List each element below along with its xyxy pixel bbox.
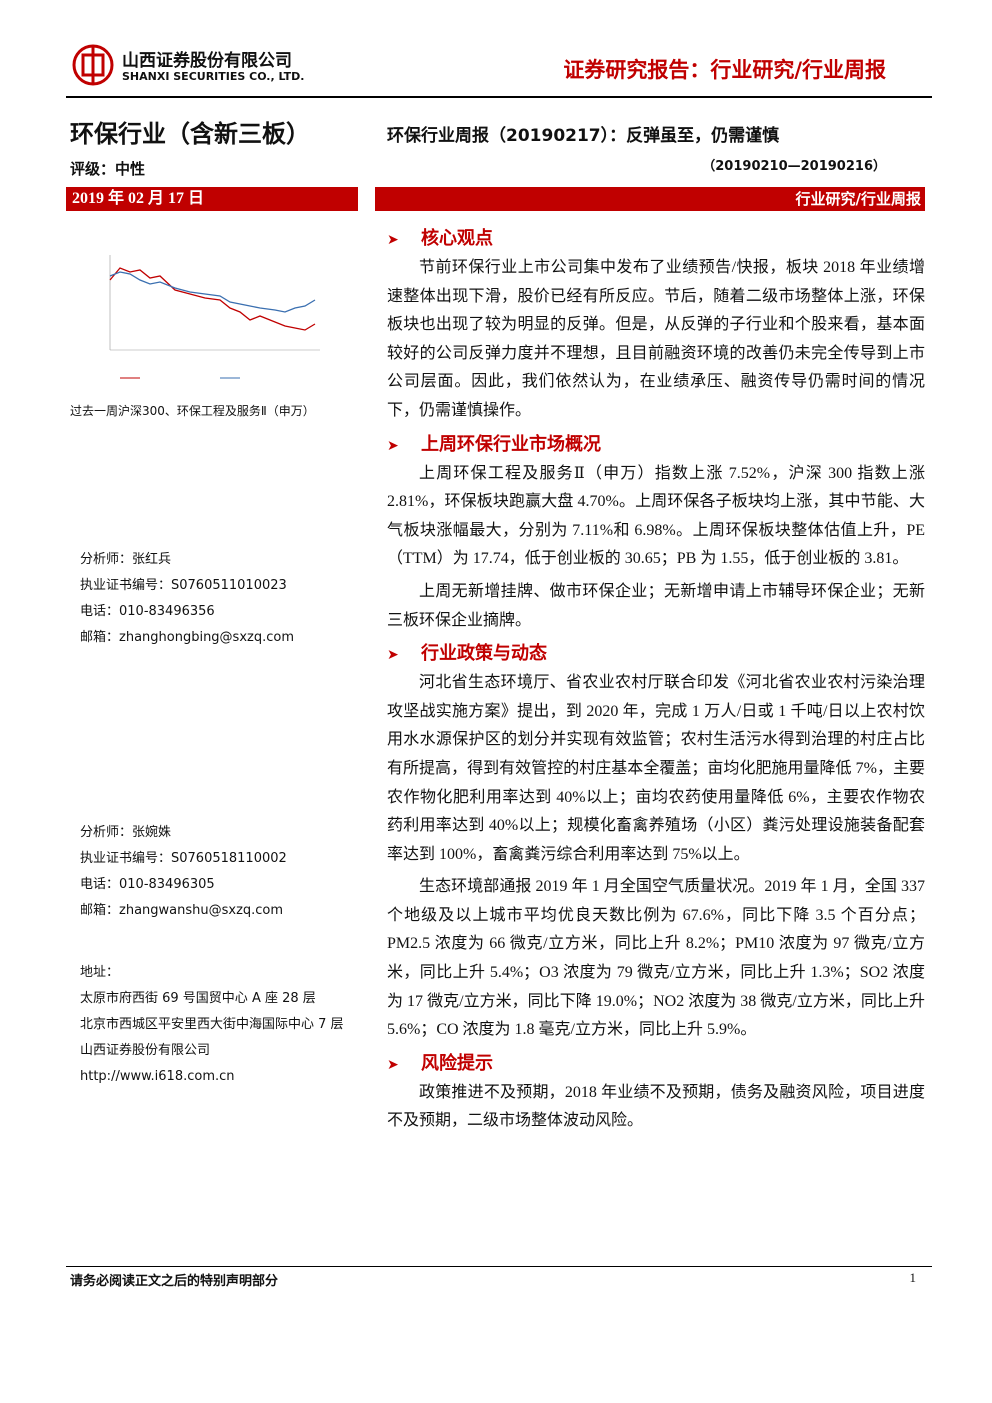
industry: 环保行业（含新三板） xyxy=(70,120,310,148)
address-label: 地址： xyxy=(80,965,120,980)
analyst-phone: 电话：010-83496356 xyxy=(80,604,215,619)
address-line: 太原市府西街 69 号国贸中心 A 座 28 层 xyxy=(80,991,316,1006)
main-content: ➤ 核心观点节前环保行业上市公司集中发布了业绩预告/快报，板块 2018 年业绩增… xyxy=(375,222,925,1140)
bullet-arrow: ➤ xyxy=(387,437,399,454)
bullet-arrow: ➤ xyxy=(387,647,399,664)
analyst-1: 分析师：张红兵 执业证书编号：S0760511010023 电话：010-834… xyxy=(80,547,294,651)
section-title: 行业政策与动态 xyxy=(421,643,547,665)
bullet-arrow: ➤ xyxy=(387,1056,399,1073)
section-title: 核心观点 xyxy=(421,228,493,249)
chart-caption: 过去一周沪深300、环保工程及服务Ⅱ（申万） xyxy=(70,404,315,418)
section-title: 上周环保行业市场概况 xyxy=(421,433,601,455)
section-heading: ➤ 上周环保行业市场概况 xyxy=(375,430,925,460)
paragraph: 上周无新增挂牌、做市环保企业；无新增申请上市辅导环保企业；无新三板环保企业摘牌。 xyxy=(387,582,925,629)
analyst-email: 邮箱：zhanghongbing@sxzq.com xyxy=(80,630,294,645)
address-line: 山西证券股份有限公司 xyxy=(80,1043,211,1058)
section-heading: ➤ 行业政策与动态 xyxy=(375,639,925,669)
logo xyxy=(72,44,114,86)
paragraph: 政策推进不及预期，2018 年业绩不及预期，债务及融资风险，项目进度不及预期，二… xyxy=(387,1083,925,1130)
address-line: 北京市西城区平安里西大街中海国际中心 7 层 xyxy=(80,1017,344,1032)
analyst-name: 分析师：张婉姝 xyxy=(80,825,172,840)
address: 地址： 太原市府西街 69 号国贸中心 A 座 28 层 北京市西城区平安里西大… xyxy=(80,960,350,1090)
period: （20190210—20190216） xyxy=(702,159,886,174)
analyst-cert: 执业证书编号：S0760518110002 xyxy=(80,851,287,866)
report-type: 证券研究报告：行业研究/行业周报 xyxy=(563,58,886,82)
section-heading: ➤ 核心观点 xyxy=(375,224,925,254)
address-line: http://www.i618.com.cn xyxy=(80,1069,235,1084)
report-title: 环保行业周报（20190217）：反弹虽至，仍需谨慎 xyxy=(387,126,780,146)
company-en: SHANXI SECURITIES CO., LTD. xyxy=(122,70,305,83)
analyst-cert: 执业证书编号：S0760511010023 xyxy=(80,578,287,593)
page-number: 1 xyxy=(909,1270,917,1285)
analyst-2: 分析师：张婉姝 执业证书编号：S0760518110002 电话：010-834… xyxy=(80,820,287,924)
paragraph: 河北省生态环境厅、省农业农村厅联合印发《河北省农业农村污染治理攻坚战实施方案》提… xyxy=(387,674,925,863)
analyst-email: 邮箱：zhangwanshu@sxzq.com xyxy=(80,903,284,918)
header-rule xyxy=(66,96,932,98)
section-heading: ➤ 风险提示 xyxy=(375,1049,925,1079)
bullet-arrow: ➤ xyxy=(387,232,399,248)
company-cn: 山西证券股份有限公司 xyxy=(122,51,292,71)
analyst-phone: 电话：010-83496305 xyxy=(80,877,215,892)
disclaimer: 请务必阅读正文之后的特别声明部分 xyxy=(70,1274,279,1289)
rating: 评级：中性 xyxy=(70,160,146,178)
paragraph: 上周环保工程及服务Ⅱ（申万）指数上涨 7.52%，沪深 300 指数上涨 2.8… xyxy=(387,464,925,568)
mini-chart xyxy=(109,255,320,379)
paragraph: 节前环保行业上市公司集中发布了业绩预告/快报，板块 2018 年业绩增速整体出现… xyxy=(387,259,925,419)
date-bar: 2019 年 02 月 17 日 xyxy=(66,187,358,211)
paragraph: 生态环境部通报 2019 年 1 月全国空气质量状况。2019 年 1 月，全国… xyxy=(387,878,925,1039)
footer-rule xyxy=(66,1266,932,1267)
analyst-name: 分析师：张红兵 xyxy=(80,552,172,567)
category-band: 行业研究/行业周报 xyxy=(375,187,925,211)
section-title: 风险提示 xyxy=(421,1052,493,1074)
